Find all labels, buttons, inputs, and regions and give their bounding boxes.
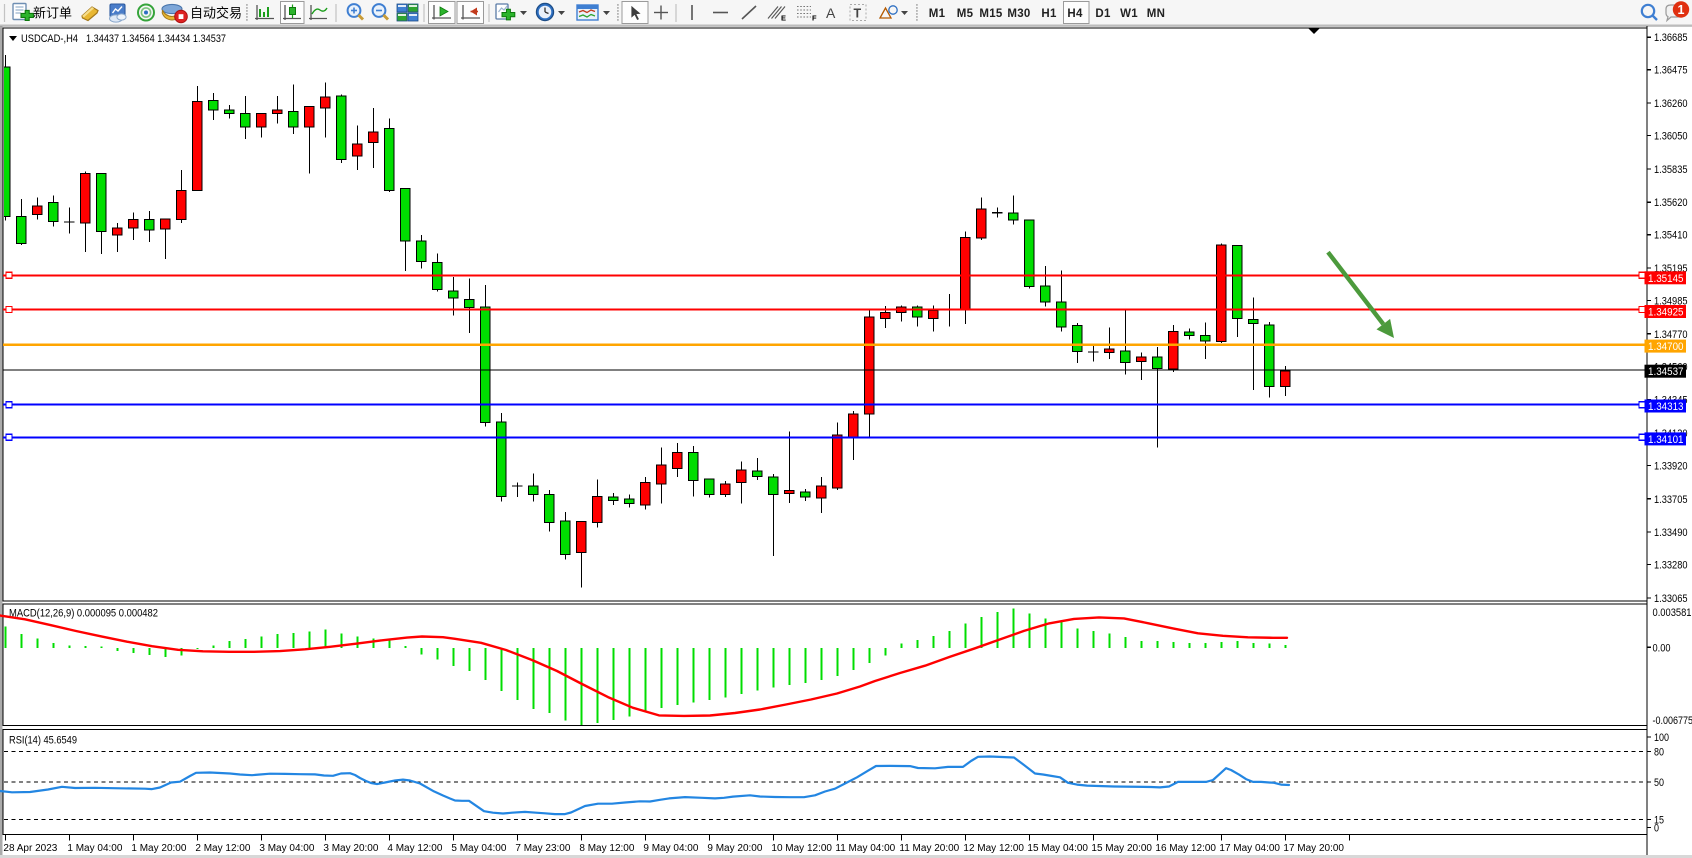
svg-text:USDCAD-,H4: USDCAD-,H4 — [21, 33, 78, 45]
svg-text:9 May 04:00: 9 May 04:00 — [643, 843, 698, 854]
svg-text:1.34700: 1.34700 — [1648, 341, 1684, 353]
svg-text:15: 15 — [1654, 815, 1664, 827]
svg-text:4 May 12:00: 4 May 12:00 — [387, 843, 442, 854]
svg-text:3 May 04:00: 3 May 04:00 — [259, 843, 314, 854]
svg-text:1.35620: 1.35620 — [1654, 197, 1688, 209]
svg-text:1.34770: 1.34770 — [1654, 329, 1688, 341]
svg-text:1 May 20:00: 1 May 20:00 — [131, 843, 186, 854]
svg-text:1.34437 1.34564 1.34434 1.3453: 1.34437 1.34564 1.34434 1.34537 — [86, 33, 226, 45]
svg-text:1.33920: 1.33920 — [1654, 461, 1688, 473]
svg-text:1.36050: 1.36050 — [1654, 131, 1688, 143]
svg-text:10 May 12:00: 10 May 12:00 — [771, 843, 832, 854]
svg-text:16 May 12:00: 16 May 12:00 — [1155, 843, 1216, 854]
svg-text:5 May 04:00: 5 May 04:00 — [451, 843, 506, 854]
svg-text:28 Apr 2023: 28 Apr 2023 — [3, 843, 57, 854]
svg-text:M30: M30 — [1007, 8, 1030, 20]
svg-text:D1: D1 — [1095, 8, 1111, 20]
svg-text:M1: M1 — [929, 8, 946, 20]
svg-text:1.33705: 1.33705 — [1654, 494, 1688, 506]
svg-text:MACD(12,26,9) 0.000095 0.00048: MACD(12,26,9) 0.000095 0.000482 — [9, 608, 158, 620]
svg-text:MN: MN — [1147, 8, 1166, 20]
svg-text:1.33065: 1.33065 — [1654, 593, 1688, 605]
svg-text:0: 0 — [1654, 823, 1659, 835]
svg-text:-0.006775: -0.006775 — [1653, 715, 1692, 727]
svg-text:1.34537: 1.34537 — [1648, 366, 1684, 378]
svg-text:F: F — [812, 14, 817, 23]
svg-text:1.36475: 1.36475 — [1654, 65, 1688, 77]
svg-text:H1: H1 — [1041, 8, 1057, 20]
svg-text:1: 1 — [1678, 3, 1685, 17]
svg-text:0.003581: 0.003581 — [1653, 607, 1692, 619]
svg-text:80: 80 — [1654, 747, 1664, 759]
svg-text:新订单: 新订单 — [33, 6, 72, 21]
svg-text:1.35410: 1.35410 — [1654, 230, 1688, 242]
svg-text:1.33490: 1.33490 — [1654, 527, 1688, 539]
svg-text:T: T — [854, 7, 862, 21]
svg-text:12 May 12:00: 12 May 12:00 — [963, 843, 1024, 854]
svg-text:11 May 20:00: 11 May 20:00 — [899, 843, 959, 854]
svg-text:M15: M15 — [979, 8, 1003, 20]
svg-text:1.34925: 1.34925 — [1648, 307, 1684, 319]
svg-text:E: E — [781, 14, 786, 23]
svg-text:H4: H4 — [1067, 8, 1083, 20]
svg-text:15 May 04:00: 15 May 04:00 — [1027, 843, 1088, 854]
svg-text:8 May 12:00: 8 May 12:00 — [579, 843, 634, 854]
svg-text:7 May 23:00: 7 May 23:00 — [515, 843, 570, 854]
svg-text:1.35145: 1.35145 — [1648, 273, 1684, 285]
svg-text:0.00: 0.00 — [1653, 642, 1671, 654]
svg-text:1.35835: 1.35835 — [1654, 164, 1688, 176]
svg-text:1.33280: 1.33280 — [1654, 560, 1688, 572]
svg-text:1.36685: 1.36685 — [1654, 32, 1688, 44]
svg-text:1.34313: 1.34313 — [1648, 401, 1684, 413]
svg-text:50: 50 — [1654, 777, 1664, 789]
svg-text:100: 100 — [1654, 732, 1669, 744]
svg-text:1.34985: 1.34985 — [1654, 296, 1688, 308]
svg-text:9 May 20:00: 9 May 20:00 — [707, 843, 762, 854]
svg-text:17 May 04:00: 17 May 04:00 — [1219, 843, 1280, 854]
svg-text:3 May 20:00: 3 May 20:00 — [323, 843, 378, 854]
svg-text:17 May 20:00: 17 May 20:00 — [1283, 843, 1344, 854]
svg-text:自动交易: 自动交易 — [190, 6, 242, 21]
svg-text:W1: W1 — [1120, 8, 1138, 20]
svg-text:2 May 12:00: 2 May 12:00 — [195, 843, 250, 854]
svg-text:11 May 04:00: 11 May 04:00 — [835, 843, 895, 854]
svg-text:15 May 20:00: 15 May 20:00 — [1091, 843, 1152, 854]
svg-text:1.34101: 1.34101 — [1648, 434, 1684, 446]
svg-text:M5: M5 — [957, 8, 974, 20]
svg-text:1 May 04:00: 1 May 04:00 — [67, 843, 122, 854]
svg-text:1.36260: 1.36260 — [1654, 98, 1688, 110]
svg-text:RSI(14) 45.6549: RSI(14) 45.6549 — [9, 735, 77, 747]
svg-text:A: A — [826, 5, 836, 21]
